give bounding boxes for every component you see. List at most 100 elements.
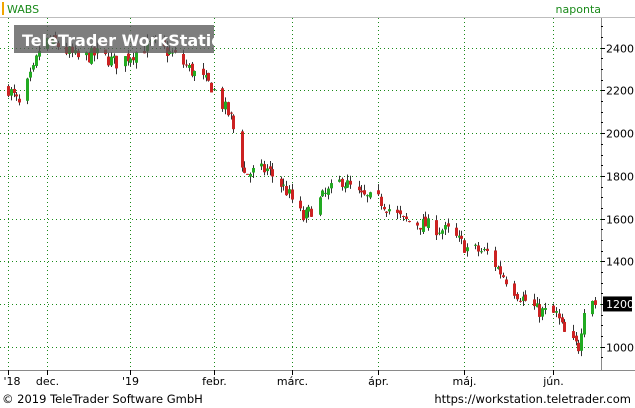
- candle-up: [327, 188, 330, 195]
- candle-down: [477, 245, 480, 252]
- y-tick-label: 2400: [606, 43, 634, 56]
- price-chart: 1000 1400 1600 1800 2000 2200 2400 '18 dec. '19 f…: [0, 0, 635, 390]
- candle-down: [377, 190, 380, 195]
- x-tick-label: ápr.: [368, 375, 389, 388]
- candle-down: [182, 54, 185, 65]
- candle-up: [444, 225, 447, 230]
- candle-down: [115, 55, 118, 69]
- candle-up: [555, 311, 558, 313]
- candle-up: [497, 267, 500, 269]
- x-tick-label: dec.: [36, 375, 59, 388]
- candle-down: [127, 53, 130, 62]
- candle-up: [338, 179, 341, 182]
- candle-down: [494, 250, 497, 267]
- candle-down: [563, 321, 566, 332]
- interval-label: naponta: [556, 3, 601, 16]
- y-tick-label: 2000: [606, 128, 634, 141]
- candle-up: [427, 218, 430, 228]
- candle-down: [486, 248, 489, 252]
- candle-down: [285, 186, 288, 196]
- candle-up: [252, 167, 255, 173]
- candle-up: [522, 296, 525, 301]
- candle-up: [321, 190, 324, 197]
- candle-down: [408, 221, 411, 223]
- candle-down: [299, 200, 302, 209]
- candle-down: [399, 210, 402, 215]
- candle-up: [422, 218, 425, 232]
- candle-down: [132, 57, 135, 61]
- candle-down: [594, 300, 597, 305]
- candle-up: [458, 235, 461, 238]
- candle-down: [538, 304, 541, 317]
- candle-down: [524, 294, 527, 301]
- candle-up: [288, 189, 291, 194]
- candle-up: [441, 230, 444, 234]
- candle-down: [575, 335, 578, 342]
- candle-down: [380, 196, 383, 206]
- candle-down: [435, 220, 438, 236]
- candle-up: [480, 251, 483, 253]
- candle-up: [583, 312, 586, 335]
- candle-up: [29, 71, 32, 78]
- candle-up: [330, 183, 333, 189]
- footer: © 2019 TeleTrader Software GmbH https://…: [0, 390, 635, 408]
- candle-up: [224, 101, 227, 110]
- candle-down: [18, 98, 21, 103]
- candle-down: [463, 240, 466, 253]
- candle-down: [349, 180, 352, 185]
- candle-down: [77, 50, 80, 58]
- candle-up: [388, 209, 391, 212]
- candle-down: [221, 88, 224, 109]
- candle-down: [505, 279, 508, 285]
- y-tick-label: 2200: [606, 85, 634, 98]
- candle-up: [193, 70, 196, 77]
- candle-down: [447, 223, 450, 227]
- candle-up: [344, 186, 347, 189]
- candle-down: [502, 275, 505, 278]
- candle-down: [552, 305, 555, 313]
- candle-down: [207, 72, 210, 81]
- source-url-link[interactable]: https://workstation.teletrader.com: [434, 392, 631, 406]
- plot-background: [0, 0, 635, 390]
- candle-down: [460, 235, 463, 239]
- candle-down: [561, 317, 564, 323]
- candle-up: [266, 168, 269, 172]
- candle-up: [438, 232, 441, 234]
- candle-down: [310, 208, 313, 217]
- candle-up: [307, 206, 310, 212]
- candle-up: [135, 52, 138, 63]
- candle-up: [260, 163, 263, 167]
- symbol-label: WABS: [7, 3, 39, 16]
- candle-down: [280, 178, 283, 187]
- candle-down: [499, 266, 502, 275]
- candle-up: [32, 65, 35, 70]
- candle-down: [271, 169, 274, 177]
- candle-up: [171, 52, 174, 54]
- candle-up: [110, 56, 113, 66]
- candle-down: [243, 167, 246, 173]
- symbol-marker: [2, 2, 4, 15]
- candle-up: [541, 308, 544, 317]
- candle-down: [416, 222, 419, 226]
- candle-up: [35, 55, 38, 66]
- candle-up: [591, 300, 594, 315]
- candle-down: [15, 94, 18, 97]
- candle-up: [38, 50, 41, 57]
- candle-up: [188, 64, 191, 68]
- candle-down: [360, 190, 363, 193]
- candle-up: [90, 47, 93, 64]
- candle-up: [369, 192, 372, 198]
- x-tick-label: jún.: [542, 375, 564, 388]
- candle-down: [385, 211, 388, 213]
- candle-up: [129, 58, 132, 63]
- candle-up: [26, 78, 29, 101]
- copyright-text: © 2019 TeleTrader Software GmbH: [2, 392, 203, 406]
- candle-up: [346, 180, 349, 188]
- candle-up: [282, 184, 285, 186]
- x-tick-label: '18: [3, 375, 20, 388]
- candle-down: [383, 206, 386, 210]
- x-tick-label: '19: [122, 375, 139, 388]
- candle-down: [232, 115, 235, 130]
- candle-up: [213, 89, 216, 91]
- candle-down: [358, 186, 361, 191]
